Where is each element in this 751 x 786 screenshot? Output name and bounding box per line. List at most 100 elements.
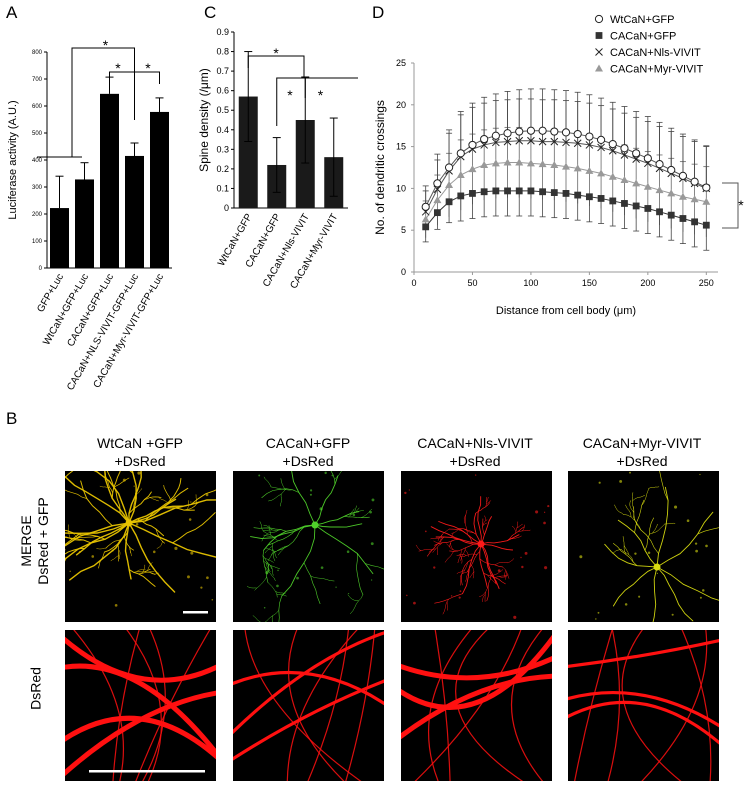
- micrograph-dendrite: [261, 488, 300, 499]
- micrograph-dendrite: [253, 527, 287, 532]
- d-series-0: [421, 88, 711, 211]
- micrograph-dendrite: [633, 516, 659, 554]
- micrograph-dendrite: [264, 610, 280, 622]
- column-title-3-line2: +DsRed: [449, 453, 501, 469]
- micrograph-dendrite: [65, 522, 130, 547]
- micrograph-puncta: [187, 575, 190, 579]
- c-bracket-inner: [276, 77, 358, 126]
- micrograph-dendrite: [354, 505, 357, 514]
- a-y-tick-label: 800: [32, 50, 43, 56]
- micrograph-puncta: [458, 596, 461, 599]
- micrograph-dendrite: [516, 523, 523, 528]
- image-dsred-cacan: [233, 630, 384, 781]
- column-title-4-line1: CACaN+Myr-VIVIT: [582, 435, 702, 451]
- c-significance-star: *: [287, 87, 293, 103]
- d-y-axis-label: No. of dendritic crossings: [373, 100, 387, 235]
- micrograph-merge-nls-vivit: [404, 474, 550, 619]
- micrograph-puncta: [369, 510, 372, 514]
- micrograph-puncta: [320, 566, 324, 570]
- micrograph-dendrite: [612, 549, 622, 554]
- micrograph-dendrite: [128, 522, 176, 593]
- d-y-tick-label: 15: [396, 142, 406, 152]
- micrograph-dendrite: [141, 564, 146, 574]
- micrograph-puncta: [331, 474, 334, 477]
- micrograph-dendrite: [433, 540, 441, 545]
- d-point-x-stroke: [527, 136, 535, 145]
- micrograph-dendrite-zoom: [65, 690, 216, 777]
- a-x-tick-label: WtCaN+GFP+Luc: [41, 272, 91, 347]
- a-y-tick-label: 200: [32, 212, 43, 218]
- d-legend-label: CACaN+GFP: [610, 31, 676, 43]
- micrograph-puncta: [265, 571, 269, 575]
- micrograph-dendrite: [475, 502, 491, 514]
- d-x-tick-label: 200: [640, 278, 655, 288]
- d-point-triangle: [538, 160, 547, 168]
- micrograph-fine-process: [510, 630, 544, 781]
- micrograph-puncta: [699, 473, 701, 476]
- micrograph-puncta: [524, 551, 528, 555]
- a-y-tick-label: 600: [32, 104, 43, 110]
- micrograph-dendrite: [167, 478, 182, 505]
- d-point-x-stroke: [433, 185, 442, 194]
- micrograph-dendrite: [434, 539, 460, 546]
- c-y-tick-label: 0.8: [216, 47, 229, 57]
- d-point-x-stroke: [562, 138, 570, 147]
- micrograph-dendrite: [620, 549, 634, 563]
- d-point-square: [644, 205, 652, 212]
- micrograph-dendrite: [262, 549, 269, 583]
- d-significance-star: *: [738, 197, 744, 213]
- d-point-x-stroke: [620, 151, 629, 159]
- d-y-tick-label: 20: [396, 100, 406, 110]
- micrograph-dendrite: [434, 593, 463, 604]
- micrograph-fine-process: [307, 630, 349, 781]
- d-point-triangle: [480, 160, 489, 168]
- a-y-tick-label: 500: [32, 131, 43, 137]
- micrograph-puncta: [319, 507, 323, 511]
- micrograph-dendrite: [133, 568, 151, 573]
- chart-c-spine-density: 0 0.1 0.2 0.3 0.4 0.5 0.6 0.7 0.8 0.9 Spine densit…: [197, 27, 358, 291]
- micrograph-puncta: [309, 493, 312, 496]
- micrograph-dendrite: [418, 549, 433, 552]
- d-point-triangle: [678, 192, 687, 200]
- d-point-circle: [702, 183, 711, 192]
- micrograph-dendrite: [449, 543, 474, 552]
- micrograph-dendrite: [67, 524, 71, 539]
- micrograph-dendrite: [652, 566, 658, 622]
- micrograph-dendrite: [281, 524, 316, 597]
- micrograph-dendrite: [484, 515, 487, 521]
- d-point-square: [492, 187, 500, 195]
- micrograph-dendrite: [364, 563, 384, 570]
- d-point-triangle: [655, 186, 664, 194]
- micrograph-puncta: [277, 569, 279, 572]
- micrograph-dendrite-zoom: [233, 670, 384, 706]
- micrograph-dendrite: [435, 536, 482, 545]
- micrograph-dendrite: [106, 471, 121, 514]
- micrograph-dendrite: [272, 548, 278, 559]
- d-legend-label: WtCaN+GFP: [610, 14, 674, 26]
- micrograph-dendrite: [128, 471, 142, 524]
- d-point-circle: [632, 149, 641, 158]
- micrograph-dendrite: [93, 471, 130, 524]
- micrograph-puncta: [647, 551, 651, 554]
- micrograph-dendrite: [460, 558, 473, 586]
- micrograph-puncta: [579, 555, 583, 559]
- a-y-axis-label: Luciferase activity (A.U.): [7, 100, 19, 219]
- image-dsred-nls-vivit: [401, 630, 552, 781]
- d-point-square: [667, 211, 675, 219]
- d-point-x-stroke: [608, 146, 617, 155]
- image-merge-nls-vivit: [401, 471, 552, 622]
- d-point-square: [457, 192, 465, 200]
- micrograph-dendrite: [483, 572, 506, 585]
- d-point-triangle: [667, 189, 676, 197]
- micrograph-dendrite: [656, 566, 719, 601]
- micrograph-puncta: [686, 519, 690, 523]
- micrograph-dendrite: [482, 518, 485, 536]
- micrograph-dendrite-zoom: [401, 634, 552, 710]
- micrograph-dendrite: [463, 518, 468, 535]
- micrograph-dendrite: [128, 569, 156, 587]
- micrograph-dendrite: [415, 544, 422, 551]
- micrograph-dendrite-zoom: [233, 631, 384, 735]
- micrograph-dendrite: [262, 529, 282, 531]
- micrograph-dendrite: [450, 542, 454, 551]
- d-series-1: [422, 187, 710, 251]
